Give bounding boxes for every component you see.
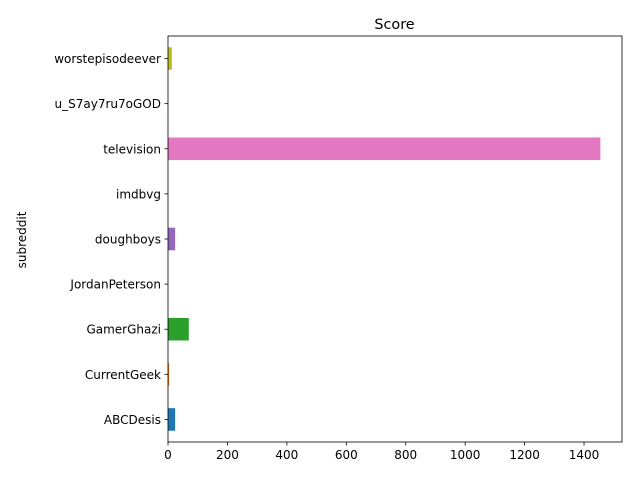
x-tick-label-200: 200 (216, 448, 239, 462)
bar-CurrentGeek (168, 363, 170, 386)
y-axis-label: subreddit (15, 211, 29, 268)
bar-GamerGhazi (168, 317, 189, 341)
x-tick-label-1400: 1400 (569, 448, 600, 462)
x-tick-label-1200: 1200 (509, 448, 540, 462)
plot-area: ABCDesis CurrentGeek GamerGhazi JordanPeter… (54, 35, 623, 462)
y-tick-label-doughboys: doughboys (95, 233, 161, 247)
axes-frame (167, 35, 623, 443)
y-tick-label-u_S7ay7ru7oGOD: u_S7ay7ru7oGOD (55, 97, 161, 111)
y-tick-label-CurrentGeek: CurrentGeek (85, 368, 161, 382)
y-tick-label-worstepisodeever: worstepisodeever (54, 52, 161, 66)
bar-doughboys (168, 227, 176, 251)
bar-worstepisodeever (168, 47, 172, 70)
x-tick-label-800: 800 (394, 448, 417, 462)
y-tick-label-GamerGhazi: GamerGhazi (86, 323, 161, 337)
y-tick-label-ABCDesis: ABCDesis (104, 413, 161, 427)
x-tick-label-600: 600 (335, 448, 358, 462)
y-tick-label-imdbvg: imdbvg (116, 187, 161, 201)
x-tick-label-0: 0 (164, 448, 172, 462)
x-tick-label-400: 400 (275, 448, 298, 462)
bar-ABCDesis (168, 408, 176, 431)
y-tick-label-television: television (103, 142, 161, 156)
bar-television (168, 137, 601, 161)
chart-title: Score (374, 17, 414, 33)
y-tick-label-JordanPeterson: JordanPeterson (69, 278, 161, 292)
x-tick-label-1000: 1000 (450, 448, 481, 462)
